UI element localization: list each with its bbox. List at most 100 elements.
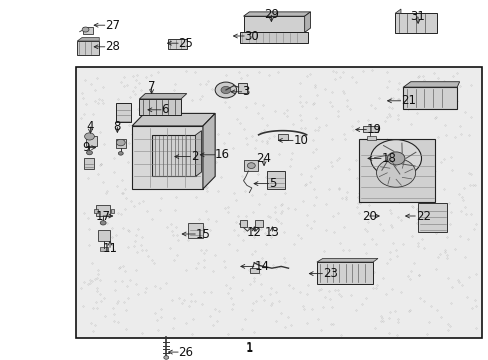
Point [276,202,284,208]
Point [81,210,88,216]
Bar [316,262,372,284]
Point [271,216,279,222]
Point [310,127,318,133]
Point [283,107,290,112]
Bar [100,247,107,251]
Point [130,177,138,183]
Point [272,318,280,324]
Point [385,249,393,255]
Point [303,291,311,297]
Point [205,227,213,233]
Point [172,224,180,230]
Bar [83,27,93,34]
Point [320,294,328,300]
Point [171,81,179,87]
Point [82,135,90,141]
Point [252,298,260,304]
Point [337,195,345,201]
Point [83,216,91,221]
Point [224,209,232,215]
Point [84,281,92,287]
Point [114,298,122,304]
Point [99,179,106,184]
Point [385,208,393,213]
Point [200,289,207,295]
Point [309,138,317,143]
Point [386,193,394,198]
Point [396,289,404,294]
Point [163,224,170,230]
Point [110,169,118,175]
Point [94,100,102,106]
Point [391,247,399,253]
Bar [394,13,436,33]
Point [322,201,329,207]
Point [387,286,395,292]
Bar [96,205,110,216]
Text: 31: 31 [410,10,425,23]
Point [132,183,140,189]
Point [109,305,117,311]
Point [112,232,120,238]
Point [192,194,200,200]
Point [136,110,144,116]
Point [234,69,242,75]
Point [454,280,462,285]
Text: 22: 22 [415,210,430,222]
Point [79,95,86,101]
Point [88,260,96,266]
Point [303,212,311,218]
Point [142,74,150,80]
Point [169,325,177,331]
Text: 10: 10 [293,134,307,147]
Point [308,149,316,155]
Point [125,108,133,114]
Point [119,225,126,231]
Point [198,93,205,99]
Point [463,236,471,242]
Point [287,150,295,156]
Point [132,281,140,287]
Point [288,121,296,127]
Point [226,296,234,301]
Point [424,319,432,325]
Bar [243,16,304,32]
Point [402,170,409,176]
Point [466,211,474,217]
Point [187,331,195,337]
Point [113,300,121,305]
Point [378,228,386,233]
Point [466,171,474,177]
Point [259,297,267,303]
Polygon shape [243,12,310,16]
Point [468,183,476,188]
Point [199,258,207,264]
Point [296,126,304,131]
Point [119,263,126,269]
Point [393,96,401,102]
Point [399,91,407,97]
Point [346,270,354,275]
Point [93,75,101,81]
Point [312,92,320,98]
Point [369,285,377,291]
Point [102,190,110,196]
Point [203,185,210,190]
Point [86,81,94,87]
Point [94,271,102,276]
Point [415,201,423,206]
Point [296,235,304,241]
Point [88,111,96,117]
Bar [110,209,114,213]
Point [100,141,107,147]
Point [267,225,275,230]
Point [220,258,227,264]
Point [414,73,422,78]
Point [96,291,104,297]
Point [433,254,441,260]
Circle shape [84,133,94,140]
Point [413,159,421,165]
Point [294,232,302,238]
Point [190,298,198,304]
Point [250,248,258,254]
